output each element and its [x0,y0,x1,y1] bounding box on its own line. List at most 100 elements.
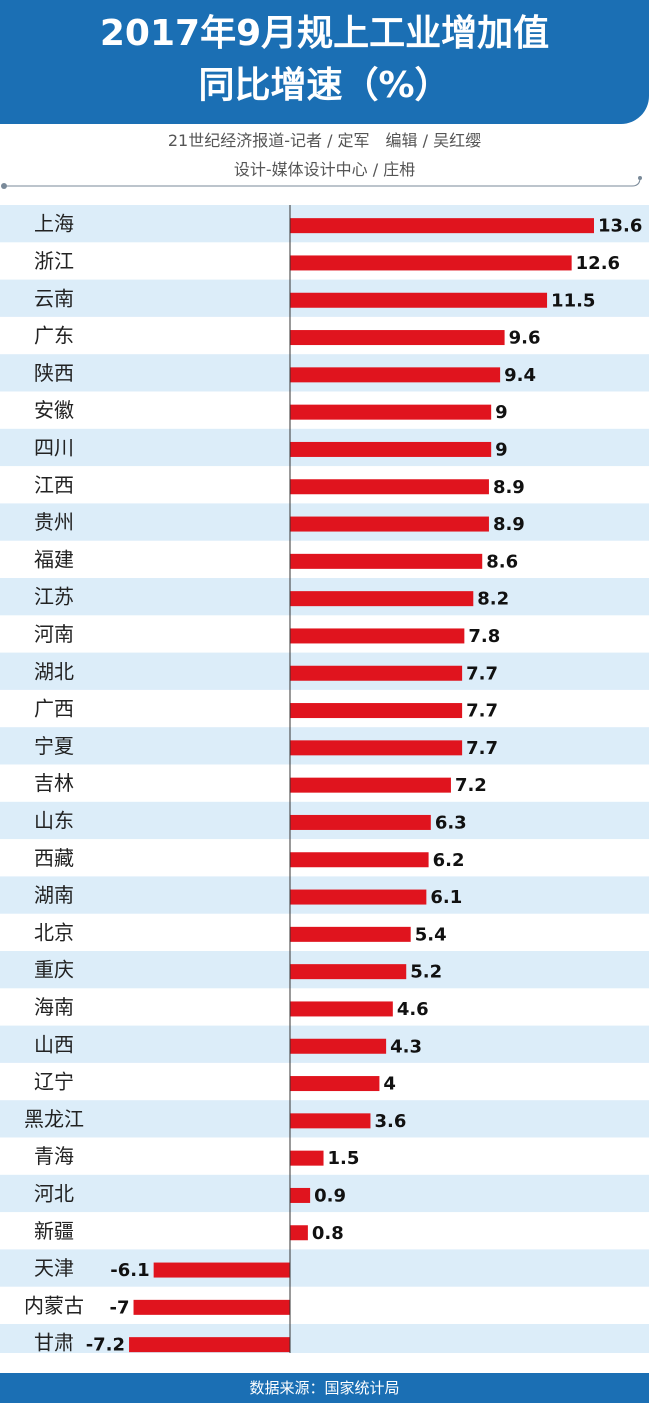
category-label: 云南 [34,286,74,310]
value-label: 5.4 [415,924,447,945]
value-label: 8.9 [493,477,525,498]
header-banner: 2017年9月规上工业增加值 同比增速（%） [0,0,649,124]
value-label: 9.4 [504,365,536,386]
category-label: 河北 [34,1181,74,1205]
footer-source: 数据来源：国家统计局 [0,1373,649,1403]
bar [133,1299,290,1315]
category-label: 湖南 [34,883,74,907]
category-label: 上海 [34,212,74,236]
value-label: 6.1 [430,887,462,908]
value-label: 0.8 [312,1223,344,1244]
value-label: 9.6 [509,328,541,349]
bar [290,330,505,346]
category-label: 贵州 [34,510,74,534]
bar [290,852,429,868]
credit-line2: 设计-媒体设计中心 / 庄枏 [233,160,416,179]
category-label: 广东 [34,324,74,348]
category-label: 新疆 [34,1219,74,1243]
category-label: 陕西 [34,361,74,385]
category-label: 北京 [34,920,74,944]
category-label: 西藏 [34,846,74,870]
row-stripe [0,1249,649,1287]
bar [290,665,463,681]
bar [290,814,431,830]
value-label: 11.5 [551,290,595,311]
value-label: 4.6 [397,999,429,1020]
value-label: 4 [383,1074,396,1095]
value-label: 7.2 [455,775,487,796]
value-label: 6.3 [435,812,467,833]
value-label: -7.2 [86,1335,125,1353]
bar [290,553,483,569]
bar [290,1001,393,1017]
bar [290,964,407,980]
value-label: 8.2 [477,589,509,610]
bar [290,889,427,905]
category-label: 江苏 [34,585,74,609]
bar [290,1187,311,1203]
bar [290,1113,371,1129]
bar [290,1225,308,1241]
category-label: 四川 [34,435,74,459]
bar [290,703,463,719]
bar [290,740,463,756]
category-label: 天津 [34,1256,74,1280]
category-label: 黑龙江 [24,1107,84,1131]
category-label: 辽宁 [34,1070,74,1094]
category-label: 吉林 [34,771,74,795]
bar [290,255,572,271]
category-label: 甘肃 [34,1331,74,1353]
value-label: 8.6 [486,551,518,572]
category-label: 宁夏 [34,734,74,758]
category-label: 福建 [34,547,74,571]
category-label: 海南 [34,995,74,1019]
value-label: 13.6 [598,216,642,237]
value-label: 12.6 [576,253,620,274]
bar [290,404,492,420]
category-label: 广西 [34,697,74,721]
chart-title-line1: 2017年9月规上工业增加值 [99,13,550,54]
bar [290,926,411,942]
credit-line1: 21世纪经济报道-记者 / 定军 编辑 / 吴红缨 [167,131,482,150]
value-label: 7.8 [468,626,500,647]
value-label: 0.9 [314,1185,346,1206]
bar [153,1262,290,1278]
bar [290,292,548,308]
bar [290,479,489,495]
value-label: 5.2 [410,962,442,983]
category-label: 内蒙古 [24,1293,84,1317]
value-label: 7.7 [466,663,498,684]
value-label: 9 [495,402,508,423]
value-label: 8.9 [493,514,525,535]
category-label: 湖北 [34,659,74,683]
value-label: 6.2 [433,850,465,871]
bar [290,777,451,793]
category-label: 青海 [34,1144,74,1168]
bar-chart: 上海 13.6 浙江 12.6 云南 11.5 广东 9.6 陕西 9.4 安徽 9 四川 9 江西 8.9 贵… [0,205,649,1353]
value-label: 9 [495,439,508,460]
divider-line [1,176,642,189]
value-label: 7.7 [466,701,498,722]
chart-title-line2: 同比增速（%） [198,65,451,106]
bar [290,628,465,644]
bar [129,1337,290,1353]
category-label: 山西 [34,1032,74,1056]
category-label: 浙江 [34,249,74,273]
row-stripe [0,1174,649,1213]
row-stripe [0,1324,649,1353]
bar [290,591,474,607]
value-label: -7 [110,1297,130,1318]
category-label: 重庆 [34,958,74,982]
bar [290,1038,387,1054]
bar [290,1150,324,1166]
bar [290,516,489,532]
value-label: 4.3 [390,1036,422,1057]
value-label: 1.5 [328,1148,360,1169]
bar [290,218,594,234]
category-label: 山东 [34,808,74,832]
value-label: 7.7 [466,738,498,759]
bar [290,367,501,383]
category-label: 江西 [34,473,74,497]
value-label: 3.6 [374,1111,406,1132]
category-label: 安徽 [34,398,74,422]
